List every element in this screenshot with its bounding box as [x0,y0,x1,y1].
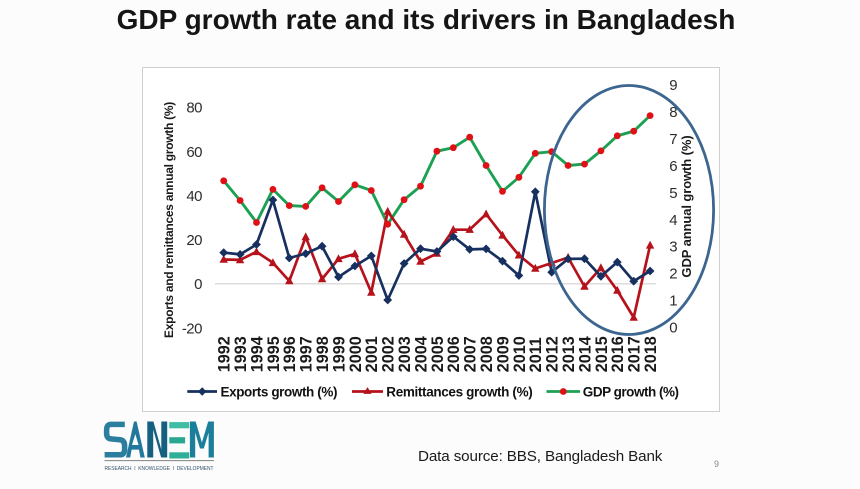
svg-text:5: 5 [669,185,677,202]
svg-text:0: 0 [669,320,677,337]
svg-text:GDP growth (%): GDP growth (%) [583,385,679,400]
svg-text:2010: 2010 [511,336,529,372]
svg-text:80: 80 [186,100,202,117]
svg-text:2005: 2005 [429,336,447,372]
svg-text:2016: 2016 [609,336,627,372]
svg-text:-20: -20 [182,320,202,337]
svg-text:GDP annual growth (%): GDP annual growth (%) [679,135,694,277]
svg-text:2003: 2003 [396,336,414,372]
svg-text:1992: 1992 [216,336,234,372]
svg-text:2012: 2012 [544,336,562,372]
svg-text:20: 20 [186,232,202,249]
svg-text:1995: 1995 [265,336,283,372]
svg-text:2013: 2013 [560,336,578,372]
svg-text:2001: 2001 [363,336,381,372]
svg-text:2015: 2015 [593,336,611,372]
svg-text:2006: 2006 [445,336,463,372]
svg-text:60: 60 [186,144,202,161]
svg-text:1994: 1994 [248,336,266,372]
svg-text:1999: 1999 [330,336,348,372]
svg-text:8: 8 [669,104,677,121]
svg-text:Remittances growth (%): Remittances growth (%) [386,385,532,400]
svg-text:GDP growth rate and its driver: GDP growth rate and its drivers in Bangl… [117,4,736,35]
svg-text:40: 40 [186,188,202,205]
svg-text:2008: 2008 [478,336,496,372]
svg-text:7: 7 [669,131,677,148]
svg-text:2018: 2018 [642,336,660,372]
svg-text:4: 4 [669,212,677,229]
svg-text:2017: 2017 [626,336,644,372]
svg-text:6: 6 [669,158,677,175]
svg-text:2: 2 [669,266,677,283]
svg-text:2007: 2007 [462,336,480,372]
svg-text:2002: 2002 [380,336,398,372]
svg-text:1996: 1996 [281,336,299,372]
svg-text:1997: 1997 [298,336,316,372]
svg-text:Data source: BBS, Bangladesh B: Data source: BBS, Bangladesh Bank [418,448,663,465]
svg-text:2011: 2011 [527,337,545,372]
svg-text:1: 1 [669,293,677,310]
svg-text:2004: 2004 [412,336,430,372]
svg-text:1998: 1998 [314,336,332,372]
svg-text:Exports growth (%): Exports growth (%) [221,385,338,400]
svg-text:1993: 1993 [232,336,250,372]
svg-text:3: 3 [669,239,677,256]
svg-text:0: 0 [194,276,202,293]
svg-text:2009: 2009 [494,336,512,372]
svg-text:9: 9 [669,77,677,94]
svg-text:2000: 2000 [347,336,365,372]
svg-text:Exports and remittances annual: Exports and remittances annual growth (%… [162,102,176,338]
svg-text:RESEARCH I KNOWLEDGE I DEV: RESEARCH I KNOWLEDGE I DEVELOPMENT [105,466,214,472]
svg-text:2014: 2014 [576,336,594,372]
svg-text:9: 9 [714,459,719,469]
